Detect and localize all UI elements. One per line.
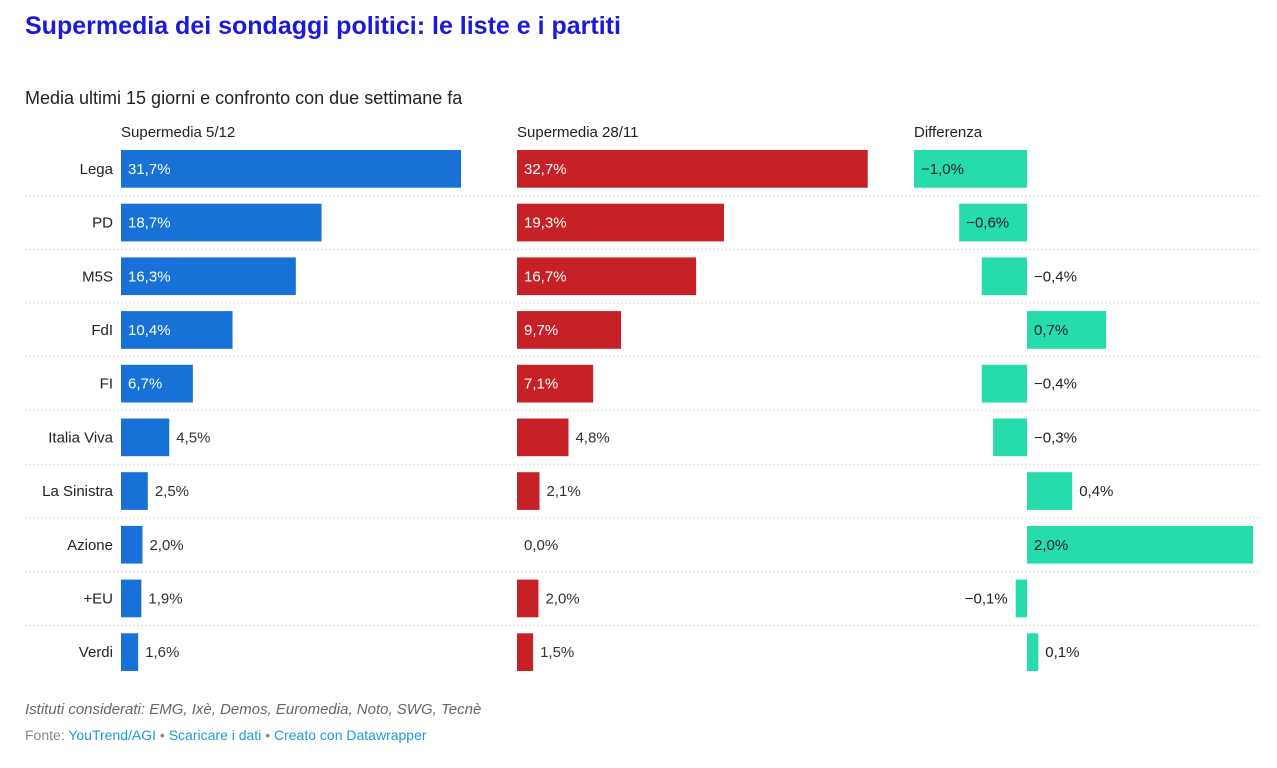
source-link[interactable]: YouTrend/AGI bbox=[68, 727, 157, 743]
supermedia-28-11-value-label: 16,7% bbox=[524, 268, 567, 285]
supermedia-5-12-bar bbox=[121, 472, 148, 510]
datawrapper-credit-link[interactable]: Creato con Datawrapper bbox=[274, 727, 427, 743]
differenza-bar bbox=[1027, 525, 1253, 564]
differenza-bar bbox=[914, 150, 1027, 188]
differenza-value-label: −0,6% bbox=[966, 215, 1009, 232]
category-label: Italia Viva bbox=[48, 429, 113, 446]
chart-subtitle: Media ultimi 15 giorni e confronto con d… bbox=[25, 88, 463, 108]
supermedia-5-12-bar bbox=[121, 311, 233, 349]
supermedia-5-12-bar bbox=[121, 579, 142, 618]
supermedia-5-12-bar bbox=[121, 257, 296, 296]
supermedia-5-12-bar bbox=[121, 203, 322, 242]
chart-notes: Istituti considerati: EMG, Ixè, Demos, E… bbox=[25, 701, 482, 718]
supermedia-5-12-bar bbox=[121, 525, 143, 564]
footer-separator: • bbox=[265, 727, 271, 743]
column-header-supermedia-28-11: Supermedia 28/11 bbox=[517, 124, 638, 141]
supermedia-28-11-value-label: 9,7% bbox=[524, 322, 558, 339]
category-label: Azione bbox=[67, 537, 113, 554]
differenza-value-label: −0,3% bbox=[1034, 429, 1077, 446]
differenza-bar bbox=[981, 257, 1027, 296]
download-data-link[interactable]: Scaricare i dati bbox=[168, 727, 262, 743]
supermedia-28-11-bar bbox=[517, 364, 594, 403]
supermedia-5-12-value-label: 18,7% bbox=[128, 215, 171, 232]
category-label: Lega bbox=[80, 161, 114, 178]
differenza-bar bbox=[959, 203, 1027, 242]
supermedia-28-11-bar bbox=[517, 633, 534, 671]
differenza-bar bbox=[1015, 579, 1027, 618]
category-label: La Sinistra bbox=[42, 483, 114, 500]
supermedia-28-11-bar bbox=[517, 150, 868, 188]
supermedia-5-12-bar bbox=[121, 633, 139, 671]
differenza-value-label: 0,4% bbox=[1079, 483, 1113, 500]
source-label: Fonte: bbox=[25, 727, 65, 743]
differenza-value-label: −0,4% bbox=[1034, 268, 1077, 285]
footer-separator: • bbox=[159, 727, 165, 743]
supermedia-28-11-value-label: 2,0% bbox=[545, 590, 579, 607]
supermedia-28-11-value-label: 0,0% bbox=[524, 537, 558, 554]
supermedia-5-12-bar bbox=[121, 364, 193, 403]
differenza-value-label: 0,1% bbox=[1045, 644, 1079, 661]
differenza-bar bbox=[1027, 472, 1073, 510]
supermedia-28-11-bar bbox=[517, 257, 697, 296]
supermedia-5-12-value-label: 1,9% bbox=[148, 590, 182, 607]
supermedia-28-11-bar bbox=[517, 311, 622, 349]
supermedia-5-12-value-label: 6,7% bbox=[128, 376, 162, 393]
differenza-bar bbox=[1027, 633, 1039, 671]
supermedia-5-12-value-label: 10,4% bbox=[128, 322, 171, 339]
column-header-supermedia-5-12: Supermedia 5/12 bbox=[121, 124, 235, 141]
split-bar-chart: Supermedia 5/12 Supermedia 28/11 Differenz… bbox=[25, 124, 1260, 671]
differenza-value-label: −0,4% bbox=[1034, 376, 1077, 393]
supermedia-28-11-value-label: 2,1% bbox=[547, 483, 581, 500]
differenza-bar bbox=[993, 418, 1027, 457]
category-label: FdI bbox=[91, 322, 113, 339]
supermedia-5-12-bar bbox=[121, 150, 461, 188]
chart-footer: Fonte: YouTrend/AGI • Scaricare i dati •… bbox=[25, 727, 427, 743]
supermedia-5-12-value-label: 1,6% bbox=[145, 644, 179, 661]
supermedia-5-12-value-label: 4,5% bbox=[176, 429, 210, 446]
supermedia-28-11-bar bbox=[517, 579, 539, 618]
supermedia-28-11-value-label: 32,7% bbox=[524, 161, 567, 178]
supermedia-28-11-value-label: 4,8% bbox=[575, 429, 609, 446]
supermedia-28-11-bar bbox=[517, 418, 569, 457]
supermedia-5-12-value-label: 2,0% bbox=[149, 537, 183, 554]
differenza-bar bbox=[981, 364, 1027, 403]
category-label: FI bbox=[100, 376, 113, 393]
differenza-value-label: 2,0% bbox=[1034, 537, 1068, 554]
supermedia-28-11-value-label: 19,3% bbox=[524, 215, 567, 232]
supermedia-5-12-value-label: 16,3% bbox=[128, 268, 171, 285]
supermedia-5-12-value-label: 2,5% bbox=[155, 483, 189, 500]
differenza-value-label: 0,7% bbox=[1034, 322, 1068, 339]
differenza-value-label: −0,1% bbox=[965, 590, 1008, 607]
supermedia-28-11-bar bbox=[517, 203, 725, 242]
differenza-bar bbox=[1027, 311, 1107, 349]
supermedia-28-11-value-label: 7,1% bbox=[524, 376, 558, 393]
category-label: PD bbox=[92, 215, 113, 232]
column-header-differenza: Differenza bbox=[914, 124, 983, 141]
supermedia-5-12-bar bbox=[121, 418, 170, 457]
supermedia-28-11-bar bbox=[517, 472, 540, 510]
supermedia-28-11-value-label: 1,5% bbox=[540, 644, 574, 661]
supermedia-5-12-value-label: 31,7% bbox=[128, 161, 171, 178]
category-label: M5S bbox=[82, 268, 113, 285]
chart-title: Supermedia dei sondaggi politici: le lis… bbox=[25, 12, 621, 40]
category-label: Verdi bbox=[79, 644, 113, 661]
category-label: +EU bbox=[83, 590, 113, 607]
differenza-value-label: −1,0% bbox=[921, 161, 964, 178]
